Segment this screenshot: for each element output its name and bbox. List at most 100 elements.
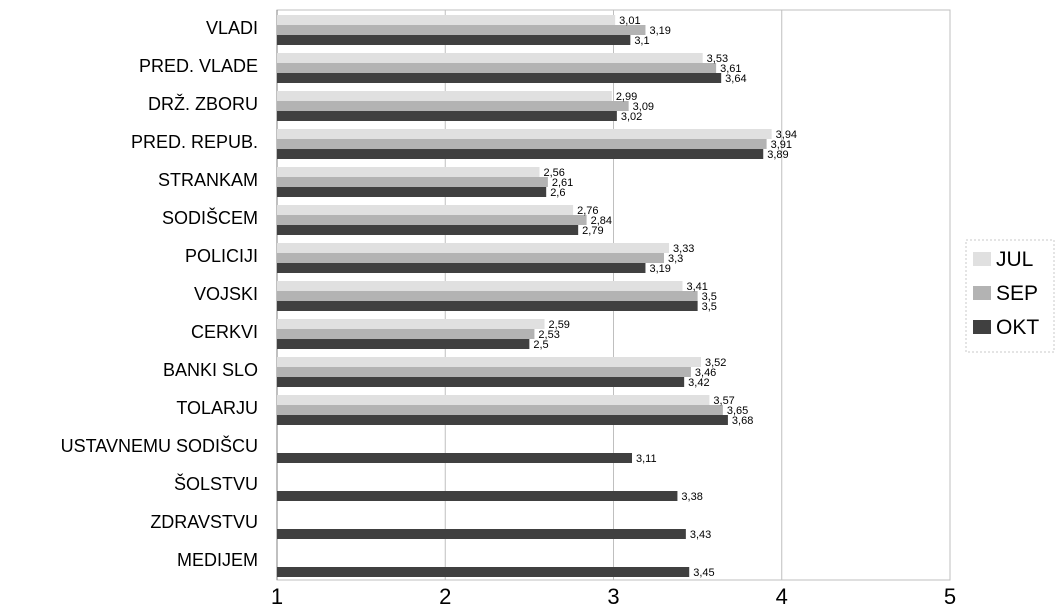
data-label-jul: 2,99 [616,91,637,103]
x-tick-labels: 1 2 3 4 5 [271,584,956,607]
data-label-okt: 3,11 [636,453,657,465]
data-label-sep: 3,5 [702,291,717,303]
category-label: PRED. REPUB. [131,132,258,152]
category-label: ZDRAVSTVU [150,512,258,532]
data-label-okt: 3,02 [621,111,642,123]
data-label-sep: 3,61 [720,63,741,75]
bar-jul [277,243,670,253]
bar-okt [277,453,633,463]
x-tick-label-5: 5 [944,584,956,607]
data-label-jul: 3,41 [686,281,707,293]
legend: JUL SEP OKT [965,239,1055,353]
category-label: TOLARJU [176,398,258,418]
x-tick-label-3: 3 [607,584,619,607]
data-label-okt: 3,45 [693,567,714,579]
category-label: PRED. VLADE [139,56,258,76]
bar-sep [277,139,767,149]
data-label-okt: 3,1 [634,35,649,47]
bar-okt [277,73,722,83]
bar-sep [277,215,587,225]
bar-okt [277,35,631,45]
legend-label-jul: JUL [996,248,1033,271]
data-label-jul: 3,01 [619,15,640,27]
bar-okt [277,567,690,577]
category-label: MEDIJEM [177,550,258,570]
bar-okt [277,111,617,121]
bar-sep [277,101,629,111]
bar-sep [277,329,535,339]
bar-sep [277,177,548,187]
bar-okt [277,263,646,273]
data-label-sep: 2,61 [552,177,573,189]
bar-sep [277,291,698,301]
data-label-sep: 3,09 [633,101,654,113]
category-label: USTAVNEMU SODIŠCU [61,435,258,456]
category-label: POLICIJI [185,246,258,266]
bar-sep [277,63,717,73]
data-label-sep: 2,53 [538,329,559,341]
data-label-okt: 3,38 [681,491,702,503]
bar-jul [277,319,545,329]
data-label-sep: 3,3 [668,253,683,265]
data-label-okt: 2,6 [550,187,565,199]
data-labels: 3,013,532,993,942,562,763,333,412,593,52… [533,15,797,579]
category-labels: VLADI PRED. VLADE DRŽ. ZBORU PRED. REPUB. ST… [61,18,258,570]
bar-sep [277,253,664,263]
data-label-jul: 2,76 [577,205,598,217]
bar-okt [277,529,686,539]
data-label-okt: 3,89 [767,149,788,161]
data-label-jul: 3,52 [705,357,726,369]
legend-swatch-jul [973,252,991,266]
bar-jul [277,15,616,25]
category-label: SODIŠCEM [162,207,258,228]
bar-okt [277,187,547,197]
bar-jul [277,53,703,63]
category-label: DRŽ. ZBORU [148,94,258,114]
bar-jul [277,395,710,405]
category-label: VLADI [206,18,258,38]
bar-sep [277,405,723,415]
data-label-okt: 2,79 [582,225,603,237]
data-label-okt: 3,5 [702,301,717,313]
category-label: STRANKAM [158,170,258,190]
data-label-okt: 3,19 [649,263,670,275]
bar-jul [277,167,540,177]
bar-okt [277,301,698,311]
bar-jul [277,357,701,367]
data-label-sep: 3,91 [771,139,792,151]
bar-sep [277,25,646,35]
data-label-okt: 3,64 [725,73,746,85]
bar-sep [277,367,691,377]
legend-label-sep: SEP [996,282,1038,305]
data-label-jul: 3,53 [707,53,728,65]
data-label-okt: 2,5 [533,339,548,351]
data-label-sep: 2,84 [591,215,612,227]
data-label-sep: 3,65 [727,405,748,417]
data-label-jul: 2,56 [543,167,564,179]
legend-swatch-okt [973,320,991,334]
bar-jul [277,129,772,139]
bar-jul [277,281,683,291]
bar-jul [277,205,574,215]
bar-okt [277,339,530,349]
data-label-sep: 3,19 [649,25,670,37]
bar-okt [277,149,764,159]
data-label-sep: 3,46 [695,367,716,379]
category-label: BANKI SLO [163,360,258,380]
x-tick-label-2: 2 [439,584,451,607]
data-label-okt: 3,43 [690,529,711,541]
legend-label-okt: OKT [996,316,1039,339]
bar-okt [277,377,685,387]
data-label-jul: 2,59 [549,319,570,331]
bar-okt [277,491,678,501]
data-label-okt: 3,68 [732,415,753,427]
bar-jul [277,91,612,101]
category-label: ŠOLSTVU [174,473,258,494]
data-label-okt: 3,42 [688,377,709,389]
x-tick-label-4: 4 [776,584,788,607]
legend-swatch-sep [973,286,991,300]
bar-okt [277,225,579,235]
bar-okt [277,415,728,425]
data-label-jul: 3,94 [776,129,797,141]
